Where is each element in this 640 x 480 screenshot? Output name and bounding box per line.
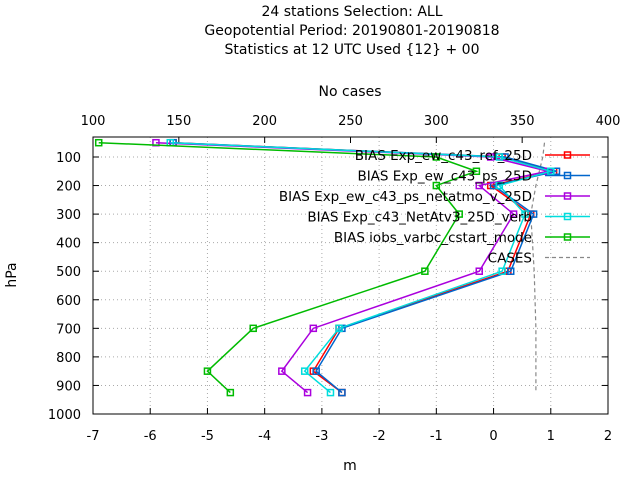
series-point [338,388,346,397]
title-line-2: Geopotential Period: 20190801-20190818 [204,23,499,39]
x-tick-label: -3 [315,429,328,444]
series-point [226,388,235,397]
y-axis-label: hPa [4,262,20,287]
series-point [94,138,103,147]
x2-tick-label: 200 [252,114,277,129]
y-tick-label: 1000 [48,408,81,423]
x-tick-label: -7 [87,429,100,444]
x-tick-label: -6 [144,429,157,444]
y-tick-label: 600 [56,294,81,309]
legend-label: BIAS Exp_ew_c43_ps_netatmo_v_25D [279,189,532,205]
series-line [155,141,549,394]
x-tick-label: -4 [258,429,271,444]
series-point [506,267,515,275]
plot-frame [92,136,609,415]
legend-label: BIAS Exp_ew_c43_ps_25D [357,169,532,185]
x2-axis-label: No cases [319,84,382,100]
y-tick-label: 100 [56,151,81,166]
series-layer [94,138,561,397]
series-5 [94,138,481,397]
series-point [455,210,463,218]
legend-marker [563,151,572,159]
series-point [475,267,483,275]
series-point [326,388,335,397]
series-point [312,367,320,375]
x2-tick-label: 300 [424,114,449,129]
y-tick-label: 700 [56,322,81,337]
y-tick-label: 400 [56,237,81,252]
series-point [309,324,318,333]
series-point [529,210,538,218]
series-point [521,210,529,218]
x2-tick-label: 350 [510,114,535,129]
series-line [98,141,479,394]
series-point [432,153,441,161]
legend-marker [563,212,572,221]
title-line-3: Statistics at 12 UTC Used {12} + 00 [224,42,479,58]
title-line-1: 24 stations Selection: ALL [261,4,442,20]
y-tick-label: 800 [56,351,81,366]
legend-label: BIAS iobs_varbc_cstart_mode [334,230,532,246]
x2-tick-label: 400 [596,114,621,129]
legend-label: BIAS Exp_ew_c43_ref_25D [355,148,532,164]
series-point [249,324,257,333]
series-line [170,141,554,394]
legend-label: BIAS Exp_c43_NetAtv3_25D_verb [307,210,532,226]
x2-tick-label: 150 [166,114,191,129]
series-point [300,367,309,375]
series-point [203,367,212,375]
cases-layer [530,142,546,393]
cases-line [530,142,546,393]
axis-ticks: -7 -6 -5 -4 -3 -2 -1 0 1 2 100 200 300 400 500 600 700 80… [48,114,621,444]
legend-label: CASES [488,251,532,267]
y-tick-label: 500 [56,265,81,280]
legend: BIAS Exp_ew_c43_ref_25D BIAS Exp_ew_c43_p… [279,148,590,267]
x2-tick-label: 100 [81,114,106,129]
legend-marker [563,192,572,200]
series-point [495,153,504,161]
series-point [421,267,429,275]
x-tick-label: 2 [604,429,612,444]
series-point [495,181,504,190]
series-point [432,181,441,190]
y-tick-label: 900 [56,379,81,394]
series-point [303,388,312,397]
series-point [498,267,506,275]
x-tick-label: -2 [373,429,386,444]
legend-marker [563,171,572,180]
x-tick-label: -1 [430,429,443,444]
y-tick-label: 200 [56,180,81,195]
series-point [335,324,343,333]
series-point [278,367,286,375]
chart-title: 24 stations Selection: ALL Geopotential … [204,4,499,58]
series-line [173,141,557,394]
series-point [472,167,481,176]
x-tick-label: 0 [489,429,497,444]
series-point [475,181,483,190]
x-tick-label: 1 [547,429,555,444]
series-point [509,210,518,218]
legend-marker [563,233,572,241]
y-tick-label: 300 [56,208,81,223]
series-point [547,167,555,176]
x-axis-label: m [343,458,357,474]
x2-tick-label: 250 [338,114,363,129]
x-tick-label: -5 [201,429,214,444]
